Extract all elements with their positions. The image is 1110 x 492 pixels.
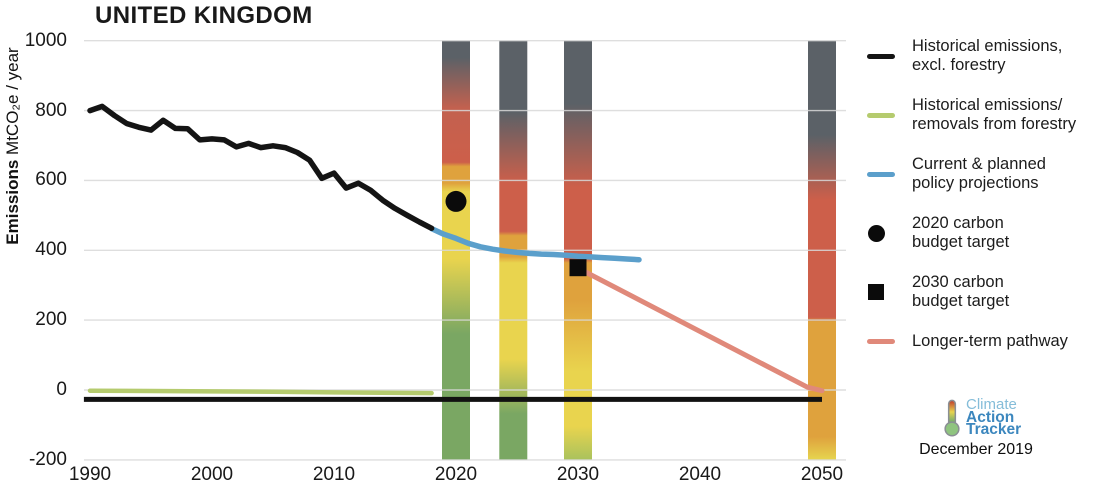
forestry-line <box>87 388 434 396</box>
policy-projections-line-swatch <box>867 171 895 177</box>
budget-2020-circle-swatch <box>868 224 885 242</box>
logo-wordmark: Climate Action Tracker <box>966 396 1022 438</box>
legend-swatch-wrap <box>867 171 895 177</box>
legend-label-historical-excl-forestry: Historical emissions, excl. forestry <box>912 37 1063 74</box>
legend-swatch-wrap <box>867 284 895 300</box>
x-tick-2050: 2050 <box>800 464 844 485</box>
legend-swatch-wrap <box>867 224 895 242</box>
logo-text-tracker: Tracker <box>966 421 1022 438</box>
historical-excl-forestry-line-swatch <box>867 53 895 59</box>
y-tick-600: 600 <box>35 169 67 190</box>
legend-item-budget-2030: 2030 carbon budget target <box>867 273 1110 311</box>
page-title: UNITED KINGDOM <box>95 2 313 29</box>
policy-projection-line <box>428 225 642 263</box>
budget-2030-square-swatch <box>868 284 884 300</box>
thermometer-icon <box>944 399 960 437</box>
y-tick-0: 0 <box>56 379 67 400</box>
x-tick-2010: 2010 <box>312 464 356 485</box>
x-tick-1990: 1990 <box>68 464 112 485</box>
legend-label-budget-2030: 2030 carbon budget target <box>912 273 1010 310</box>
legend-label-policy-projections: Current & planned policy projections <box>912 155 1046 192</box>
legend-item-budget-2020: 2020 carbon budget target <box>867 214 1110 252</box>
legend-label-longer-term-pathway: Longer-term pathway <box>912 332 1068 350</box>
y-tick-400: 400 <box>35 239 67 260</box>
legend-swatch-wrap <box>867 53 895 59</box>
legend-item-forestry: Historical emissions/removals from fores… <box>867 96 1110 134</box>
x-tick-2040: 2040 <box>678 464 722 485</box>
y-tick-1000: 1000 <box>24 30 67 51</box>
legend-item-historical-excl-forestry: Historical emissions, excl. forestry <box>867 37 1110 75</box>
legend-label-forestry: Historical emissions/removals from fores… <box>912 96 1077 133</box>
chart-legend: Historical emissions, excl. forestry Histo… <box>867 37 1110 372</box>
y-tick-200: 200 <box>35 309 67 330</box>
legend-swatch-wrap <box>867 339 895 344</box>
legend-item-longer-term-pathway: Longer-term pathway <box>867 332 1110 351</box>
carbon-budget-2020-marker <box>445 190 467 212</box>
legend-swatch-wrap <box>867 112 895 118</box>
x-tick-2000: 2000 <box>190 464 234 485</box>
logo-text-climate: Climate <box>966 396 1017 413</box>
report-date: December 2019 <box>919 441 1033 458</box>
x-tick-2020: 2020 <box>434 464 478 485</box>
y-tick--200: -200 <box>28 449 67 470</box>
longer-term-pathway-line <box>575 265 825 394</box>
y-tick-800: 800 <box>35 100 67 121</box>
x-tick-2030: 2030 <box>556 464 600 485</box>
longer-term-pathway-line-swatch <box>867 339 895 344</box>
climate-action-tracker-logo: Climate Action Tracker <box>941 396 1022 438</box>
logo-text-action: Action <box>966 408 1015 426</box>
forestry-line-swatch <box>867 112 895 118</box>
legend-item-policy-projections: Current & planned policy projections <box>867 155 1110 193</box>
historical-emissions-line <box>87 103 435 232</box>
legend-label-budget-2020: 2020 carbon budget target <box>912 214 1010 251</box>
carbon-budget-2030-marker <box>569 259 587 277</box>
